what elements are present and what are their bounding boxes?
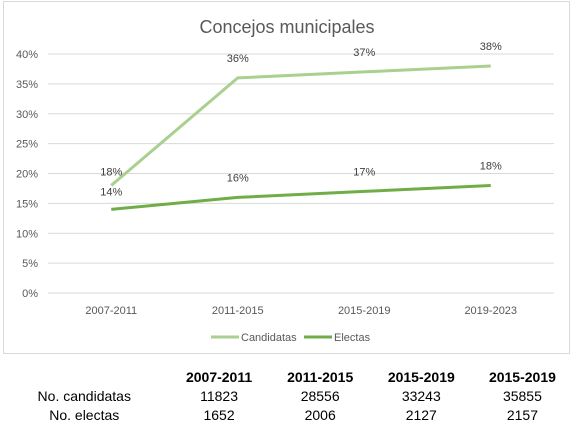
table-header-row: 2007-2011 2011-2015 2015-2019 2015-2019 [0,368,573,387]
table-header-cell: 2011-2015 [287,369,354,385]
table-cell: 28556 [300,388,340,404]
y-tick-label: 25% [16,139,38,151]
table-header-cell: 2015-2019 [488,369,556,385]
gridlines [48,53,554,294]
legend-label: Candidatas [241,332,297,344]
data-label: 18% [100,166,122,178]
row-label: No. candidatas [37,388,131,404]
table-cell: 11823 [200,388,239,404]
data-label: 18% [480,160,502,172]
x-tick-label: 2011-2015 [212,305,264,317]
series-line-candidatas [110,64,491,187]
data-label: 16% [227,172,249,184]
x-tick-label: 2019-2023 [464,305,517,317]
data-labels: 18% 36% 37% 38% 14% 16% 17% 18% [100,41,502,198]
legend-label: Electas [334,332,371,344]
data-label: 17% [353,166,375,178]
table-cell: 33243 [401,388,441,404]
data-label: 38% [480,41,502,53]
y-tick-label: 5% [22,258,38,270]
x-tick-label: 2015-2019 [338,305,391,317]
chart-title: Concejos municipales [199,17,374,37]
row-label: No. electas [49,407,120,423]
table-cell: 2127 [405,407,437,423]
y-tick-label: 10% [16,228,38,240]
table-cell: 2006 [304,407,336,423]
table-row: No. candidatas 11823 28556 33243 35855 [0,387,573,406]
data-label: 36% [227,53,249,65]
table-cell: 1652 [203,407,235,423]
y-tick-label: 20% [16,169,38,181]
data-table: 2007-2011 2011-2015 2015-2019 2015-2019 … [0,368,573,425]
y-tick-label: 0% [22,288,38,300]
y-tick-label: 15% [16,198,38,210]
data-label: 14% [100,186,122,198]
table-header-cell: 2007-2011 [185,369,253,385]
table-header-cell [0,368,169,387]
line-chart: Concejos municipales 0% 5% 10% 15% 20% 25% 30%… [16,17,554,344]
series-lines [110,64,491,211]
x-tick-label: 2007-2011 [85,305,137,317]
chart-frame: Concejos municipales 0% 5% 10% 15% 20% 25% 30%… [3,1,570,354]
table-header-cell: 2015-2019 [387,369,455,385]
table-cell: 35855 [502,388,542,404]
x-axis-tick-labels: 2007-2011 2011-2015 2015-2019 2019-2023 [85,305,517,317]
legend: Candidatas Electas [211,332,371,344]
series-line-electas [111,183,491,211]
table-row: No. electas 1652 2006 2127 2157 [0,406,573,425]
y-tick-label: 40% [16,49,38,61]
data-label: 37% [353,47,375,59]
table-cell: 2157 [506,407,538,423]
y-axis-tick-labels: 0% 5% 10% 15% 20% 25% 30% 35% 40% [16,49,38,300]
y-tick-label: 30% [16,109,38,121]
y-tick-label: 35% [16,79,38,91]
